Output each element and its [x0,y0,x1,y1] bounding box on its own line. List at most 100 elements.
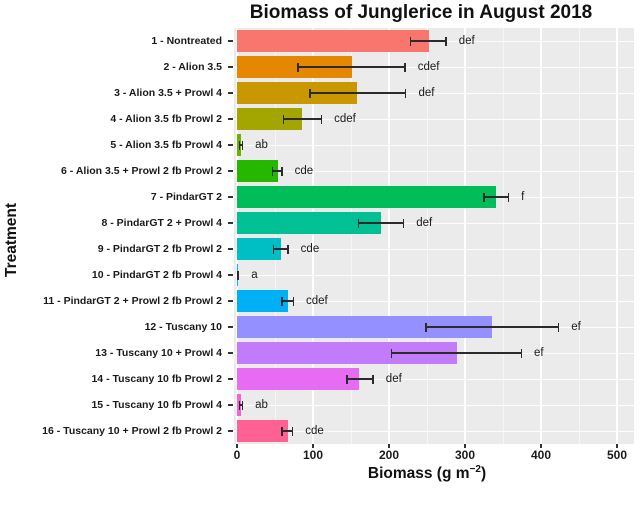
row-gridline [234,300,634,302]
x-gridline-major [616,28,618,444]
bar [237,30,429,52]
y-axis-tick [228,170,233,172]
y-axis-tick [228,378,233,380]
error-bar-cap-right [292,296,294,306]
y-axis-tick [228,66,233,68]
x-tick-label: 300 [454,448,476,462]
x-tick-label: 100 [302,448,324,462]
x-axis-title-superscript: −2 [469,464,481,475]
x-axis-tick [464,444,466,448]
error-bar-cap-left [483,192,485,202]
significance-letter: ef [534,347,544,359]
error-bar-cap-left [409,36,412,46]
row-gridline [234,66,634,68]
row-gridline [234,92,634,94]
error-bar-cap-left [282,114,285,124]
x-axis-tick [616,444,618,448]
x-axis-tick [388,444,390,448]
error-bar-cap-right [281,166,283,176]
x-tick-label: 0 [233,448,241,462]
x-gridline-major [540,28,542,444]
error-bar-cap-left [272,244,275,254]
bar [237,108,303,130]
error-bar [271,170,283,172]
x-axis-title-suffix: ) [480,465,487,483]
y-tick-label: 13 - Tuscany 10 + Prowl 4 [95,347,222,359]
significance-letter: cde [300,243,320,255]
bar [237,238,282,260]
y-tick-label: 15 - Tuscany 10 fb Prowl 4 [91,399,222,411]
y-tick-label: 4 - Alion 3.5 fb Prowl 2 [110,113,222,125]
y-axis-tick [228,248,233,250]
y-axis-tick [228,274,233,276]
row-gridline [234,430,634,432]
error-bar [272,248,289,250]
significance-letter: def [458,35,475,47]
bar [237,290,288,312]
error-bar-cap-left [281,426,283,436]
error-bar-cap-left [297,62,299,72]
error-bar [238,144,244,146]
error-bar [483,196,510,198]
y-axis-tick [228,326,233,328]
x-axis-tick [312,444,314,448]
error-bar-cap-left [357,218,360,228]
error-bar [357,222,405,224]
y-axis-tick [228,40,233,42]
significance-letter: def [416,217,433,229]
y-tick-label: 5 - Alion 3.5 fb Prowl 4 [110,139,222,151]
significance-letter: cde [294,165,314,177]
row-gridline [234,170,634,172]
y-axis-tick [228,404,233,406]
error-bar-cap-right [402,218,405,228]
row-gridline [234,404,634,406]
bar [237,186,497,208]
significance-letter: ef [571,321,581,333]
x-gridline-major [464,28,466,444]
y-tick-label: 7 - PindarGT 2 [150,191,222,203]
row-gridline [234,248,634,250]
significance-letter: def [385,373,402,385]
significance-letter: cdef [417,61,440,73]
error-bar-cap-right [287,244,289,254]
error-bar-cap-left [390,348,393,358]
bar [237,368,360,390]
row-gridline [234,274,634,276]
error-bar [281,430,294,432]
error-bar [282,118,323,120]
y-tick-label: 2 - Alion 3.5 [163,61,222,73]
error-bar-cap-right [241,140,244,150]
x-gridline-major [312,28,314,444]
x-gridline-minor [426,28,428,444]
row-gridline [234,118,634,120]
error-bar-cap-right [557,322,560,332]
x-gridline-minor [350,28,352,444]
bar [237,316,493,338]
error-bar-cap-right [404,62,406,72]
y-axis-tick [228,300,233,302]
bar [237,56,352,78]
x-gridline-minor [274,28,276,444]
error-bar-cap-right [404,88,407,98]
x-gridline-major [388,28,390,444]
error-bar [390,352,522,354]
bar [237,212,382,234]
error-bar-cap-right [445,36,447,46]
row-gridline [234,378,634,380]
error-bar-cap-left [271,166,274,176]
error-bar-cap-left [238,140,241,150]
y-tick-label: 6 - Alion 3.5 + Prowl 2 fb Prowl 2 [61,165,222,177]
significance-letter: cde [305,425,324,437]
y-tick-label: 1 - Nontreated [151,35,222,47]
error-bar-cap-right [520,348,522,358]
x-axis-title-text: Biomass (g m [367,465,470,483]
error-bar [425,326,560,328]
x-axis-tick [540,444,542,448]
error-bar [309,92,407,94]
plot-panel: def cdef def cdef ab cde f def cde a cdef ef ef def ab… [234,28,634,444]
y-tick-label: 12 - Tuscany 10 [144,321,222,333]
significance-letter: f [521,191,525,203]
chart-title: Biomass of Junglerice in August 2018 [249,2,593,23]
x-gridline-major [236,28,238,444]
